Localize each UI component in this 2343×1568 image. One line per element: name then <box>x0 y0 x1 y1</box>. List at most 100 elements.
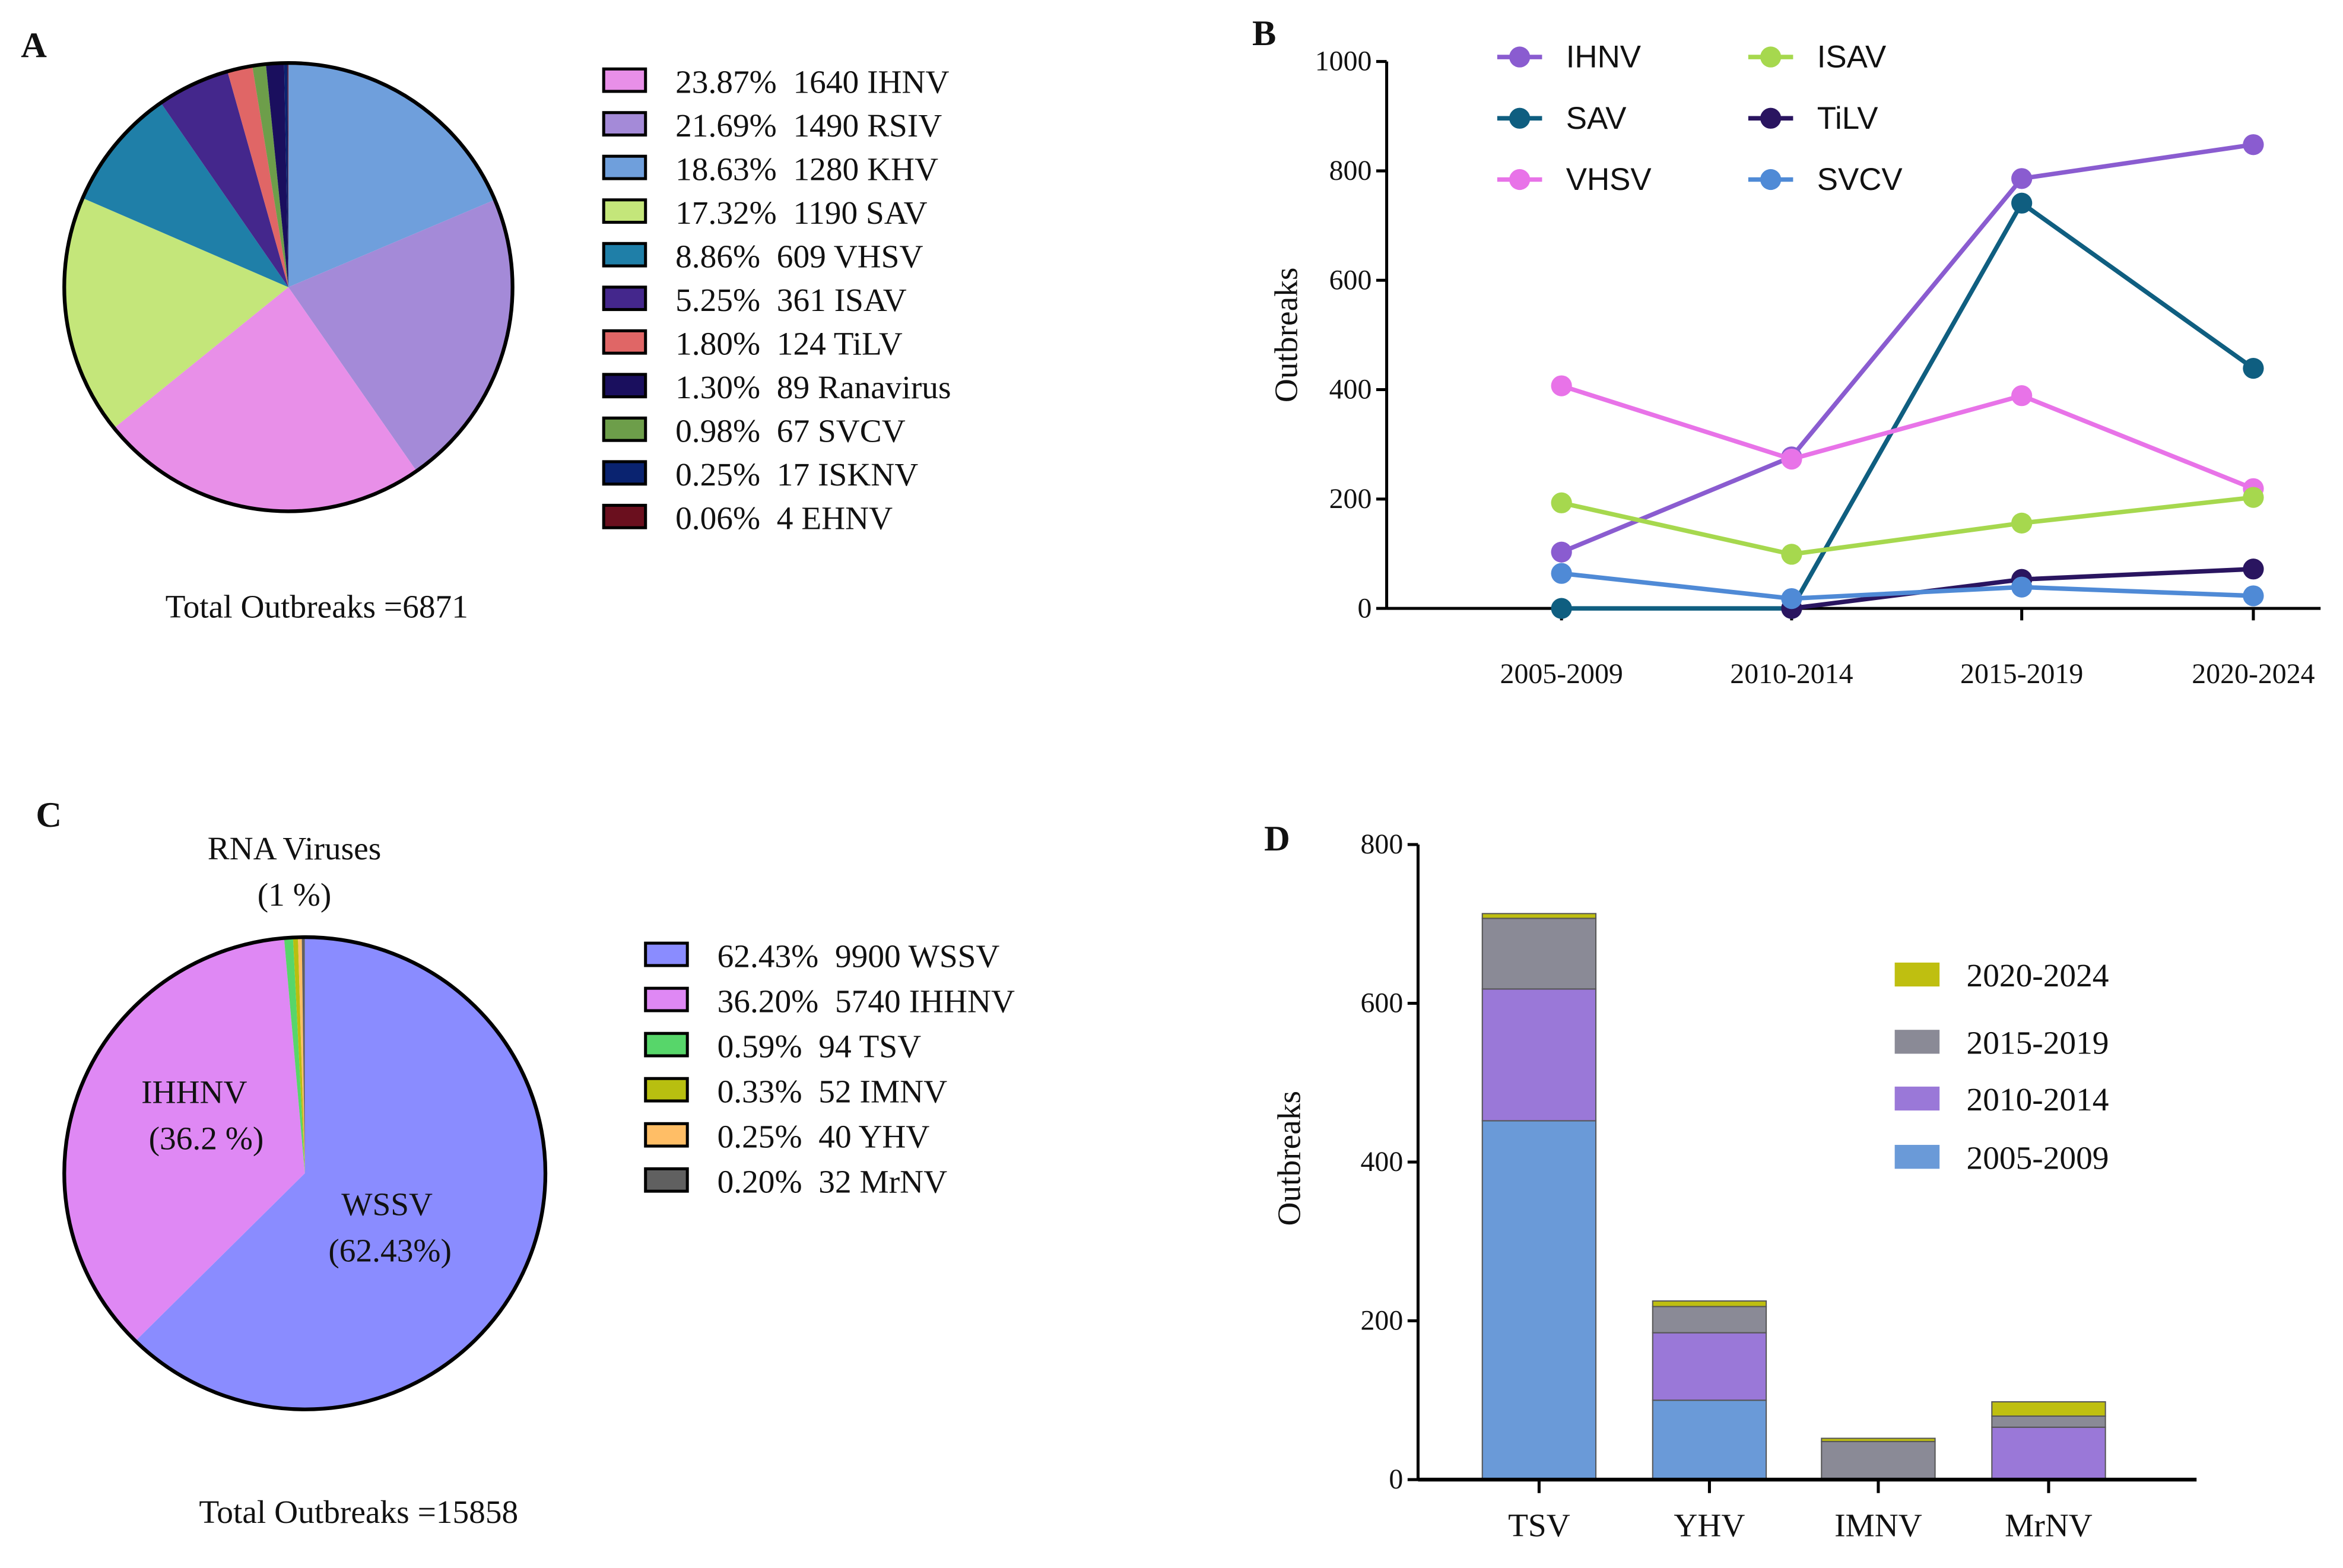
legend-label-ihnv: 23.87% 1640 IHNV <box>675 64 949 100</box>
bar-segment-mrnv-2020-2024 <box>1991 1401 2106 1417</box>
series-line-svcv <box>1561 571 2254 601</box>
pie-slice-khv <box>288 63 495 287</box>
pie-slice-sav <box>64 198 288 428</box>
legend-label-ihnv: IHNV <box>1566 40 1642 75</box>
wssv-slice-label: WSSV <box>341 1186 433 1222</box>
bar-segment-yhv-2005-2009 <box>1652 1399 1767 1481</box>
data-point-svcv <box>1551 563 1572 584</box>
data-point-isav <box>1781 544 1802 565</box>
legend-label-imnv: 0.33% 52 IMNV <box>717 1074 948 1110</box>
bar-chart-d: 0 200 400 600 800 TSV YHV IMNV MrNV 2020-2024 2015… <box>1361 829 2197 1544</box>
pie-slice-rsiv <box>288 199 513 471</box>
y-axis-label-b: Outbreaks <box>1268 268 1304 403</box>
panel-label-c: C <box>36 795 62 835</box>
legend-swatch-2010-2014 <box>1894 1086 1940 1111</box>
total-outbreaks-c: Total Outbreaks =15858 <box>199 1494 518 1530</box>
y-tick-label: 600 <box>1361 988 1404 1019</box>
pie-slice-tsv <box>284 937 305 1173</box>
data-point-vhsv <box>2011 385 2033 407</box>
legend-swatch-ranavirus <box>602 373 647 399</box>
pie-slice-ihhnv <box>64 938 305 1341</box>
legend-label-vhsv: VHSV <box>1566 162 1652 197</box>
legend-c: 62.43% 9900 WSSV 36.20% 5740 IHHNV 0.59% 9… <box>644 938 1015 1200</box>
legend-marker-sav <box>1509 107 1531 129</box>
y-axis-label-d: Outbreaks <box>1271 1091 1307 1226</box>
x-tick-label: 2005-2009 <box>1500 658 1623 690</box>
legend-label-tilv: 1.80% 124 TiLV <box>675 326 903 362</box>
legend-swatch-2020-2024 <box>1894 962 1940 987</box>
y-tick-label: 0 <box>1389 1464 1403 1495</box>
y-tick-label: 1000 <box>1315 46 1372 77</box>
legend-swatch-2005-2009 <box>1894 1145 1940 1169</box>
legend-swatch-ihhnv <box>644 986 689 1012</box>
x-tick-label: MrNV <box>2005 1507 2093 1544</box>
legend-label-tsv: 0.59% 94 TSV <box>717 1029 922 1065</box>
data-point-svcv <box>1781 588 1802 610</box>
panel-label-d: D <box>1264 819 1290 859</box>
legend-label-mrnv: 0.20% 32 MrNV <box>717 1164 948 1200</box>
legend-swatch-imnv <box>644 1077 689 1103</box>
legend-swatch-rsiv <box>602 111 647 137</box>
pie-outline <box>62 935 548 1411</box>
legend-swatch-vhsv <box>602 242 647 268</box>
pie-slice-isav <box>161 71 288 287</box>
data-point-ihnv <box>1551 541 1572 563</box>
panel-label-b: B <box>1252 14 1276 53</box>
pie-slice-vhsv <box>82 103 288 287</box>
data-point-sav <box>2243 357 2264 379</box>
legend-label-isav: 5.25% 361 ISAV <box>675 282 907 318</box>
wssv-slice-pct: (62.43%) <box>328 1232 452 1268</box>
bar-segment-yhv-2015-2019 <box>1652 1306 1767 1334</box>
data-point-isav <box>2243 487 2264 508</box>
data-point-isav <box>2011 512 2033 534</box>
legend-swatch-tsv <box>644 1031 689 1058</box>
series-line-ihnv <box>1560 142 2254 554</box>
y-tick-label: 600 <box>1329 264 1372 296</box>
bar-segment-mrnv-2010-2014 <box>1991 1426 2106 1481</box>
x-tick-label: YHV <box>1674 1507 1745 1544</box>
y-tick-label: 200 <box>1329 483 1372 515</box>
data-point-sav <box>2011 192 2033 214</box>
legend-swatch-yhv <box>644 1122 689 1148</box>
y-tick-label: 800 <box>1361 829 1404 860</box>
y-tick-label: 400 <box>1361 1146 1404 1177</box>
series-line-vhsv <box>1561 383 2255 491</box>
legend-marker-tilv <box>1760 107 1782 129</box>
legend-label-isknv: 0.25% 17 ISKNV <box>675 456 918 493</box>
legend-label-khv: 18.63% 1280 KHV <box>675 151 938 188</box>
legend-label-svcv: SVCV <box>1817 162 1903 197</box>
bar-segment-yhv-2010-2014 <box>1652 1332 1767 1401</box>
legend-label-2020-2024: 2020-2024 <box>1967 957 2109 994</box>
legend-label-rsiv: 21.69% 1490 RSIV <box>675 107 942 144</box>
legend-marker-isav <box>1760 46 1782 68</box>
legend-label-wssv: 62.43% 9900 WSSV <box>717 938 1000 974</box>
legend-label-ranavirus: 1.30% 89 Ranavirus <box>675 369 951 405</box>
legend-swatch-2015-2019 <box>1894 1030 1940 1054</box>
bar-segment-tsv-2010-2014 <box>1481 988 1597 1122</box>
data-point-sav <box>1551 598 1572 619</box>
legend-a: 23.87% 1640 IHNV 21.69% 1490 RSIV 18.63% 1… <box>602 64 951 537</box>
series-line-isav <box>1561 495 2254 557</box>
line-chart-b: 0 200 400 600 800 1000 2005-2009 2010-2014 2015-… <box>1315 40 2321 690</box>
legend-label-tilv: TiLV <box>1817 101 1879 136</box>
legend-label-sav: SAV <box>1566 101 1627 136</box>
legend-label-yhv: 0.25% 40 YHV <box>717 1119 930 1155</box>
x-tick-label: 2020-2024 <box>2192 658 2315 690</box>
y-tick-label: 800 <box>1329 155 1372 186</box>
data-point-tilv <box>2243 558 2264 580</box>
panel-label-a: A <box>21 26 47 65</box>
legend-marker-svcv <box>1760 169 1782 191</box>
bar-segment-mrnv-2015-2019 <box>1991 1415 2106 1428</box>
bar-segment-tsv-2015-2019 <box>1481 918 1597 990</box>
legend-marker-ihnv <box>1509 46 1531 68</box>
legend-swatch-svcv <box>602 416 647 442</box>
y-tick-label: 200 <box>1361 1305 1404 1337</box>
y-tick-label: 400 <box>1329 374 1372 405</box>
pie-slice-tilv <box>227 66 288 287</box>
legend-label-svcv: 0.98% 67 SVCV <box>675 413 906 449</box>
data-point-ihnv <box>2011 168 2033 189</box>
rna-viruses-pct: (1 %) <box>258 877 332 913</box>
bar-segment-yhv-2020-2024 <box>1652 1300 1767 1307</box>
legend-label-2005-2009: 2005-2009 <box>1967 1140 2109 1176</box>
